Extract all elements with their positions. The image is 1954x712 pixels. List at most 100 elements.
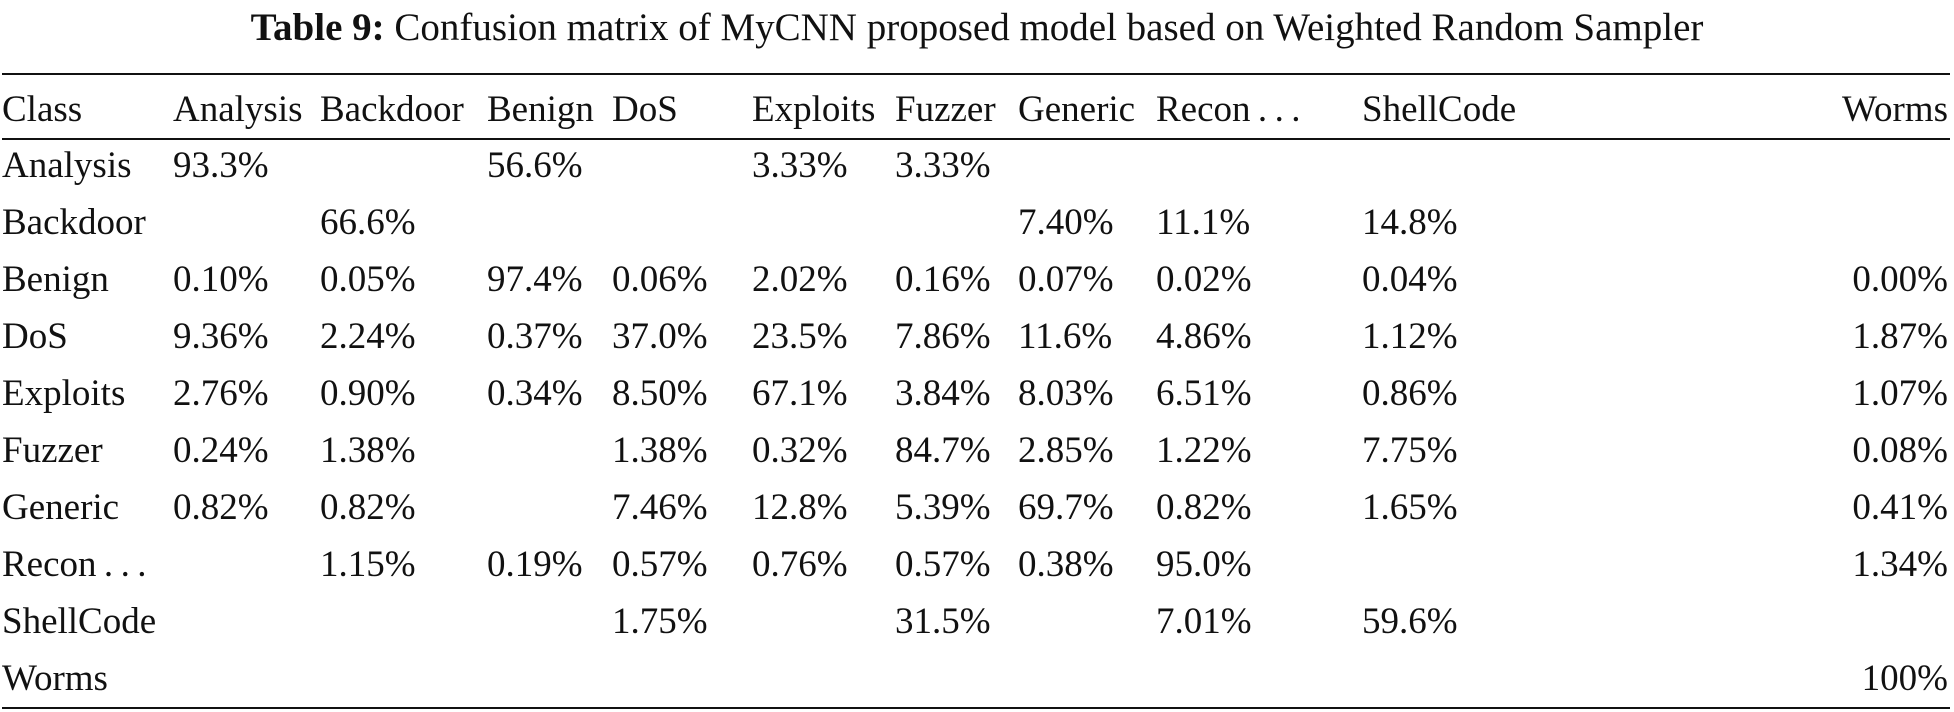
column-header: Recon . . . [1156,88,1301,130]
matrix-cell [1567,137,1948,194]
column-header: Fuzzer [895,88,996,130]
matrix-cell: 5.39% [895,487,991,528]
matrix-cell [752,650,895,707]
matrix-cell: 67.1% [752,373,848,414]
matrix-cell [1018,137,1156,194]
matrix-cell [612,650,752,707]
matrix-cell: 11.6% [1018,316,1113,357]
matrix-cell: 97.4% [487,259,583,300]
matrix-cell: 2.02% [752,259,848,300]
matrix-cell [320,650,487,707]
table-row: Worms 100% [2,650,1948,707]
matrix-cell [612,194,752,251]
bottom-rule [2,707,1950,709]
matrix-cell: 0.37% [487,316,583,357]
matrix-cell [895,194,1018,251]
matrix-cell [173,593,320,650]
matrix-cell: 1.34% [1852,544,1948,585]
matrix-cell: 0.38% [1018,544,1114,585]
matrix-cell: 8.03% [1018,373,1114,414]
matrix-cell: 12.8% [752,487,848,528]
matrix-cell [320,137,487,194]
table-row: Generic 0.82% 0.82% 7.46% 12.8% 5.39% 69.7% 0.8… [2,479,1948,536]
matrix-cell: 3.33% [752,145,848,186]
matrix-cell: 8.50% [612,373,708,414]
matrix-cell: 3.33% [895,145,991,186]
table-row: ShellCode 1.75% 31.5% 7.01% 59.6% [2,593,1948,650]
matrix-cell [895,650,1018,707]
column-header: Backdoor [320,88,464,130]
table-row: Analysis 93.3% 56.6% 3.33% 3.33% [2,137,1948,194]
matrix-cell: 93.3% [173,145,269,186]
column-header: Generic [1018,88,1136,130]
row-class-label: Backdoor [2,202,146,243]
row-class-label: Benign [2,259,109,300]
table-caption: Table 9: Confusion matrix of MyCNN propo… [0,0,1954,62]
row-class-label: DoS [2,316,68,357]
matrix-cell: 59.6% [1362,601,1458,642]
top-rule [2,73,1950,75]
matrix-cell [1156,650,1362,707]
matrix-cell: 0.34% [487,373,583,414]
table-body: Analysis 93.3% 56.6% 3.33% 3.33% Backdoor 66.6… [2,137,1948,707]
caption-label: Table 9: [250,6,385,49]
matrix-cell: 0.19% [487,544,583,585]
matrix-cell: 1.12% [1362,316,1458,357]
matrix-cell: 0.57% [612,544,708,585]
matrix-cell: 1.65% [1362,487,1458,528]
matrix-cell [752,194,895,251]
matrix-cell: 0.86% [1362,373,1458,414]
row-class-label: Generic [2,487,120,528]
matrix-cell: 31.5% [895,601,991,642]
matrix-cell: 0.57% [895,544,991,585]
matrix-cell: 66.6% [320,202,416,243]
confusion-matrix-table: Class Analysis Backdoor Benign DoS Exploits Fu… [2,81,1948,707]
matrix-cell: 7.86% [895,316,991,357]
matrix-cell: 0.32% [752,430,848,471]
matrix-cell [173,194,320,251]
matrix-cell: 1.87% [1852,316,1948,357]
matrix-cell: 84.7% [895,430,991,471]
matrix-cell: 0.08% [1852,430,1948,471]
matrix-cell: 0.76% [752,544,848,585]
column-header: Class [2,88,83,130]
matrix-cell: 2.76% [173,373,269,414]
matrix-cell: 100% [1861,658,1948,699]
table-row: Exploits 2.76% 0.90% 0.34% 8.50% 67.1% 3.84% 8.… [2,365,1948,422]
row-class-label: ShellCode [2,601,157,642]
matrix-cell: 0.00% [1852,259,1948,300]
caption-text: Confusion matrix of MyCNN proposed model… [394,6,1704,49]
matrix-cell [752,593,895,650]
matrix-cell: 7.01% [1156,601,1252,642]
matrix-cell [612,137,752,194]
matrix-cell: 4.86% [1156,316,1252,357]
matrix-cell: 7.75% [1362,430,1458,471]
matrix-cell [1156,137,1362,194]
row-class-label: Recon . . . [2,544,147,585]
matrix-cell: 0.24% [173,430,269,471]
matrix-cell [1018,650,1156,707]
header-rule [2,138,1950,140]
matrix-cell: 37.0% [612,316,708,357]
table-row: DoS 9.36% 2.24% 0.37% 37.0% 23.5% 7.86% 11.6% 4.… [2,308,1948,365]
column-header: Exploits [752,88,876,130]
matrix-cell: 0.82% [1156,487,1252,528]
matrix-cell [487,650,612,707]
matrix-cell: 95.0% [1156,544,1252,585]
matrix-cell: 7.46% [612,487,708,528]
matrix-cell: 0.16% [895,259,991,300]
matrix-cell: 2.24% [320,316,416,357]
matrix-cell [173,536,320,593]
matrix-cell: 1.75% [612,601,708,642]
matrix-cell: 0.04% [1362,259,1458,300]
table-row: Fuzzer 0.24% 1.38% 1.38% 0.32% 84.7% 2.85% 1.22… [2,422,1948,479]
matrix-cell: 56.6% [487,145,583,186]
matrix-cell: 0.07% [1018,259,1114,300]
row-class-label: Exploits [2,373,126,414]
matrix-cell: 0.82% [320,487,416,528]
matrix-cell: 6.51% [1156,373,1252,414]
matrix-cell: 1.22% [1156,430,1252,471]
matrix-cell: 0.82% [173,487,269,528]
matrix-cell: 0.06% [612,259,708,300]
column-header: DoS [612,88,678,130]
